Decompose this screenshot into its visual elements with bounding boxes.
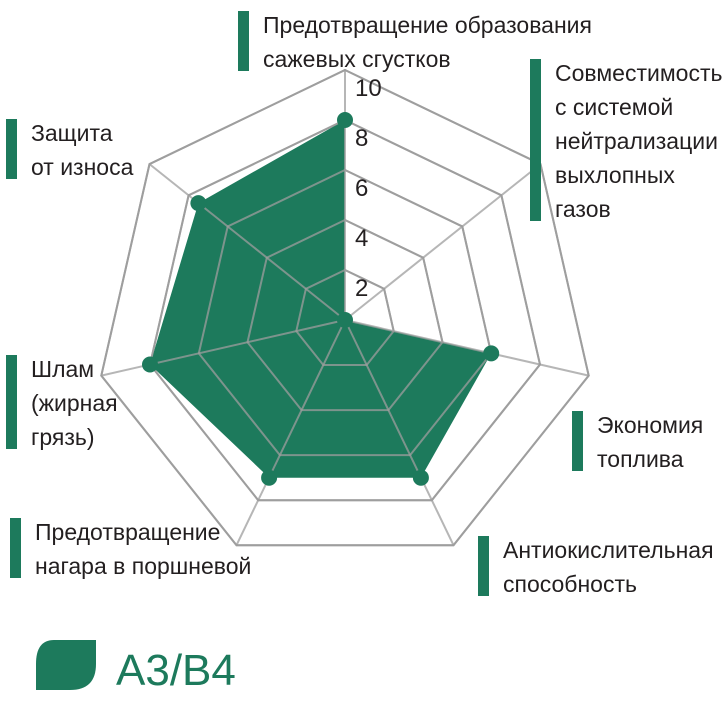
label-bar <box>530 59 541 221</box>
axis-label: Шлам (жирная грязь) <box>6 355 118 450</box>
grid-ring-overlay <box>100 68 590 547</box>
data-point <box>190 195 207 212</box>
series-area <box>150 120 492 478</box>
spoke <box>235 319 346 546</box>
radar-spokes <box>100 68 590 547</box>
series-layer <box>150 120 492 478</box>
spoke <box>344 319 589 377</box>
tick-label: 6 <box>355 175 368 202</box>
tick-label: 4 <box>355 225 368 252</box>
series-points <box>142 112 500 486</box>
label-bar <box>6 355 17 449</box>
axis-label-line: нейтрализации <box>555 128 718 154</box>
axis-label-line: Экономия <box>597 412 703 438</box>
axis-label: Антиокислительная способность <box>478 536 714 597</box>
grid-ring-overlay <box>246 218 444 412</box>
axis-label: Предотвращение образования сажевых сгустк… <box>238 11 592 72</box>
axis-label-line: (жирная <box>31 390 118 416</box>
label-bar <box>572 411 583 471</box>
label-bar <box>478 536 489 596</box>
data-point <box>142 356 158 373</box>
axis-label-line: Шлам <box>31 356 94 382</box>
label-bar <box>238 11 249 71</box>
grid-ring-overlay <box>148 118 542 502</box>
label-bar <box>6 119 17 179</box>
axis-label: Совместимость с системой нейтрализации выхл… <box>530 59 722 222</box>
grid-ring-overlay <box>197 168 493 457</box>
tick-label: 8 <box>355 125 368 152</box>
axis-label-line: Предотвращение <box>35 519 220 545</box>
axis-label-line: Совместимость <box>555 60 722 86</box>
radial-ticks: 2 4 6 8 10 <box>355 75 382 302</box>
axis-label-line: выхлопных <box>555 162 675 188</box>
axis-label-line: с системой <box>555 94 673 120</box>
data-point <box>337 112 353 128</box>
axis-label: Защита от износа <box>6 119 134 180</box>
axis-label-line: Предотвращение образования <box>263 12 592 38</box>
axis-label-line: газов <box>555 196 611 222</box>
axis-label: Предотвращение нагара в поршневой <box>10 518 251 579</box>
axis-label: Экономия топлива <box>572 411 703 472</box>
spoke <box>148 163 346 321</box>
axis-label-line: способность <box>503 571 637 597</box>
legend-label: A3/B4 <box>116 646 236 695</box>
axis-label-line: сажевых сгустков <box>263 46 451 72</box>
axis-label-line: нагара в поршневой <box>35 553 251 579</box>
legend-swatch <box>36 640 96 690</box>
spoke <box>344 163 542 321</box>
label-bar <box>10 518 21 578</box>
axis-labels: Предотвращение образования сажевых сгустк… <box>6 11 722 597</box>
axis-label-line: Защита <box>31 120 113 146</box>
tick-label: 2 <box>355 275 368 302</box>
axis-label-line: грязь) <box>31 424 95 450</box>
spoke <box>344 319 455 546</box>
data-point <box>337 312 353 328</box>
data-point <box>412 469 429 486</box>
data-point <box>483 345 500 362</box>
legend: A3/B4 <box>36 640 236 695</box>
axis-label-line: топлива <box>597 446 684 472</box>
tick-label: 10 <box>355 75 382 102</box>
spoke <box>101 319 346 377</box>
axis-label-line: Антиокислительная <box>503 537 714 563</box>
axis-label-line: от износа <box>31 154 134 180</box>
grid-ring-overlay <box>295 268 395 366</box>
data-point <box>261 469 278 486</box>
